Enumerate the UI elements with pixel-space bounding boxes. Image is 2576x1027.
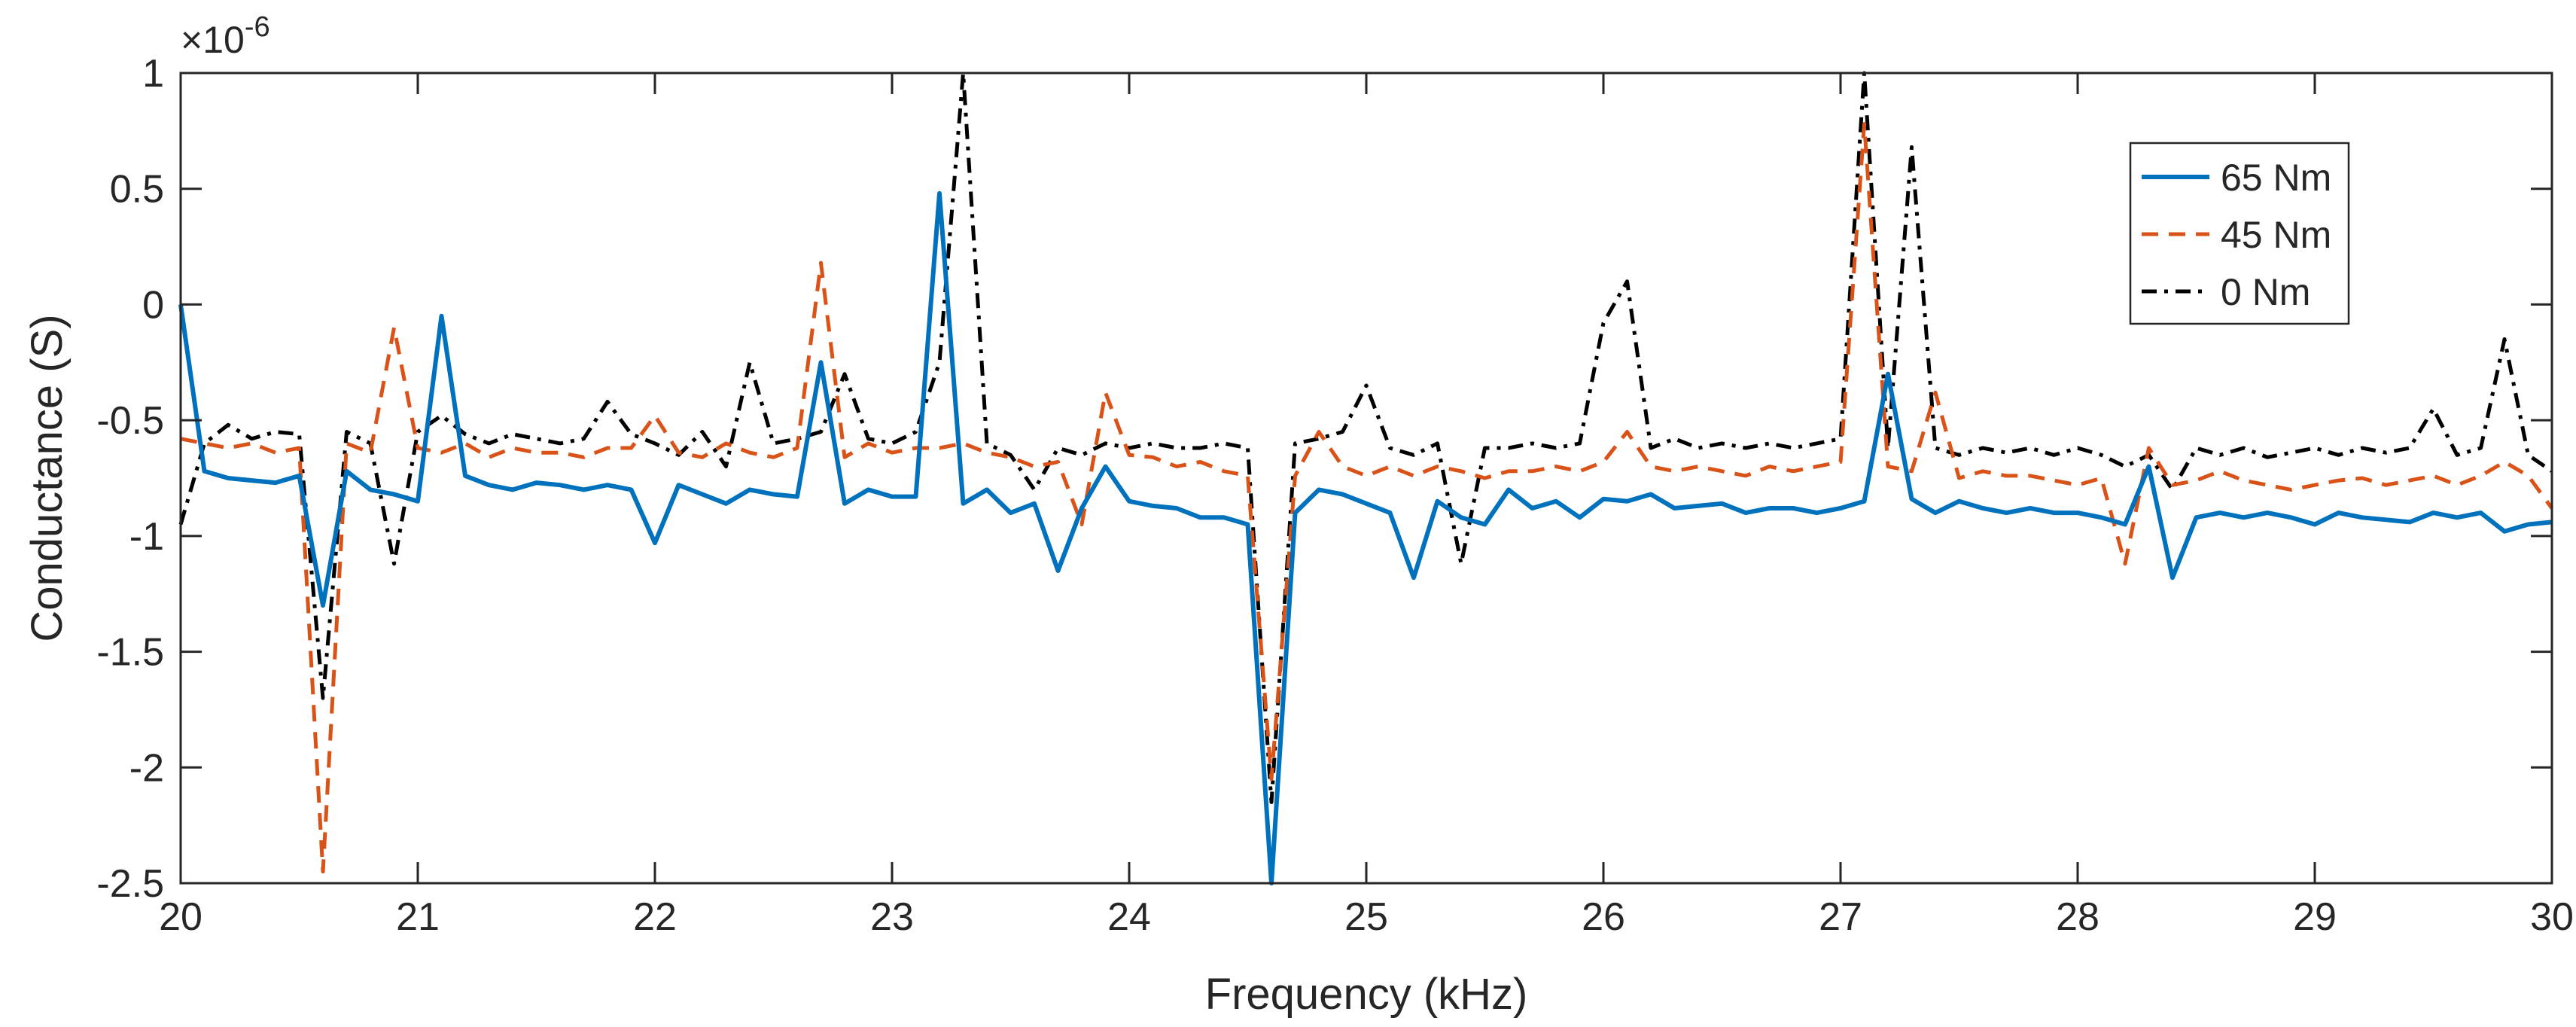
axes-layer: 20 21 22 23 24 25 26 27 28 29 30 1 0.5 0 -0.5 -1 -1.5 -2 -… — [96, 52, 2574, 939]
series-line-0-nm — [178, 71, 2553, 804]
x-tick-label: 20 — [159, 895, 202, 939]
y-tick-label: -2 — [129, 746, 164, 790]
y-tick-label: -1.5 — [96, 631, 164, 675]
y-tick-label: -0.5 — [96, 399, 164, 443]
series-layer — [178, 71, 2554, 885]
x-tick-label: 24 — [1107, 895, 1151, 939]
y-tick-label: 0 — [142, 283, 164, 327]
x-tick-label: 30 — [2530, 895, 2574, 939]
y-exponent-power: -6 — [245, 11, 270, 43]
y-tick-label: -1 — [129, 515, 164, 559]
y-exponent-label: ×10-6 — [181, 11, 270, 61]
x-tick-label: 26 — [1582, 895, 1625, 939]
legend: 65 Nm 45 Nm 0 Nm — [2129, 142, 2350, 325]
x-tick-label: 29 — [2293, 895, 2337, 939]
legend-label: 0 Nm — [2221, 271, 2310, 313]
legend-box — [2129, 142, 2350, 325]
plot-border — [179, 72, 2553, 885]
legend-label: 65 Nm — [2221, 157, 2331, 199]
series-line-45-nm — [180, 122, 2554, 874]
legend-items: 65 Nm 45 Nm 0 Nm — [2142, 157, 2331, 313]
x-tick-label: 21 — [396, 895, 440, 939]
x-tick-label: 27 — [1819, 895, 1862, 939]
x-tick-label: 25 — [1344, 895, 1388, 939]
y-axis-title: Conductance (S) — [23, 314, 72, 641]
x-tick-label: 23 — [870, 895, 914, 939]
x-tick-label: 22 — [633, 895, 677, 939]
y-tick-label: 1 — [142, 52, 164, 96]
x-tick-label: 28 — [2056, 895, 2099, 939]
series-line-65-nm — [178, 190, 2553, 885]
x-axis-title: Frequency (kHz) — [1205, 970, 1528, 1019]
legend-label: 45 Nm — [2221, 214, 2331, 256]
y-tick-label: -2.5 — [96, 862, 164, 906]
y-tick-label: 0.5 — [110, 168, 164, 212]
